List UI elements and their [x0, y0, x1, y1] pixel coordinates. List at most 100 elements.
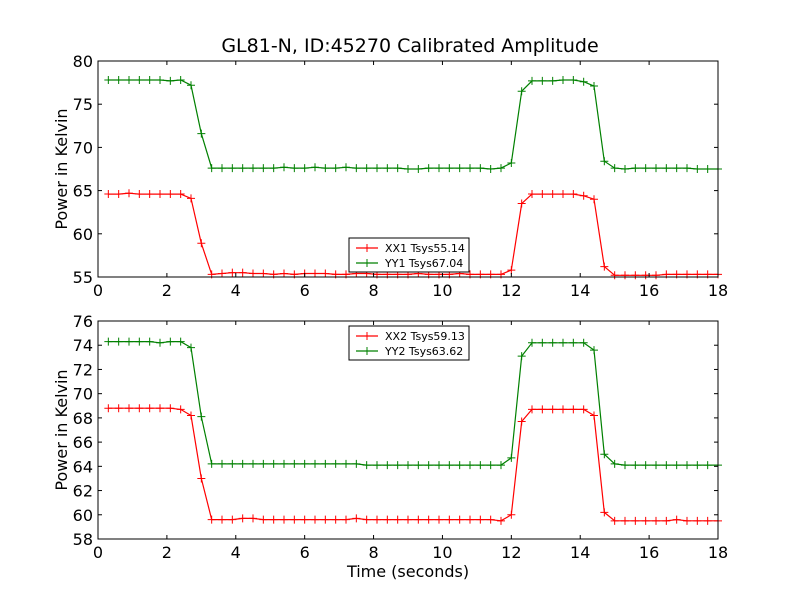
- x-tick-label: 10: [432, 281, 452, 300]
- data-point: [331, 164, 340, 173]
- data-point: [280, 459, 288, 468]
- data-point: [517, 417, 526, 426]
- data-point: [176, 337, 185, 346]
- data-point: [652, 271, 660, 280]
- data-point: [486, 461, 495, 470]
- data-point: [631, 461, 640, 470]
- x-tick-label: 16: [639, 281, 659, 300]
- data-point: [497, 516, 505, 525]
- data-point: [135, 190, 144, 199]
- data-point: [528, 338, 536, 347]
- data-point: [404, 165, 412, 173]
- data-point: [466, 515, 474, 524]
- data-point: [641, 271, 650, 280]
- y-tick-label: 64: [73, 457, 93, 476]
- data-point: [424, 461, 433, 470]
- data-point: [662, 461, 671, 470]
- data-point: [641, 164, 650, 173]
- data-point: [455, 461, 464, 470]
- data-point: [414, 515, 423, 524]
- data-point: [280, 269, 288, 278]
- data-point: [569, 405, 578, 414]
- data-point: [662, 516, 671, 525]
- data-point: [300, 459, 309, 468]
- data-point: [631, 271, 640, 280]
- data-point: [652, 164, 660, 173]
- data-point: [610, 459, 619, 468]
- x-tick-label: 18: [708, 543, 728, 562]
- data-point: [404, 461, 412, 470]
- x-tick-label: 18: [708, 281, 728, 300]
- x-tick-label: 0: [93, 281, 103, 300]
- x-axis-label: Time (seconds): [346, 562, 469, 581]
- data-point: [621, 461, 629, 470]
- data-point: [207, 459, 216, 468]
- data-point: [548, 190, 557, 199]
- y-axis-label: Power in Kelvin: [52, 369, 71, 490]
- data-point: [631, 516, 640, 525]
- data-point: [238, 459, 247, 468]
- data-point: [373, 515, 381, 524]
- x-tick-label: 8: [368, 543, 378, 562]
- data-point: [445, 515, 454, 524]
- data-point: [269, 515, 278, 524]
- data-point: [383, 461, 392, 470]
- data-point: [383, 164, 392, 173]
- data-point: [621, 165, 629, 173]
- data-point: [135, 76, 144, 85]
- y-tick-label: 65: [73, 182, 93, 201]
- data-point: [104, 76, 113, 85]
- data-point: [228, 164, 237, 173]
- data-point: [176, 190, 185, 199]
- data-point: [187, 411, 195, 420]
- data-point: [218, 164, 226, 173]
- data-point: [290, 164, 299, 173]
- data-point: [228, 459, 237, 468]
- data-point: [528, 190, 536, 199]
- data-point: [383, 515, 392, 524]
- data-point: [197, 239, 206, 248]
- data-point: [414, 165, 423, 173]
- legend: XX2 Tsys59.13 YY2 Tsys63.62: [348, 325, 470, 361]
- chart-title: GL81-N, ID:45270 Calibrated Amplitude: [221, 35, 598, 57]
- x-tick-label: 6: [300, 543, 310, 562]
- data-point: [517, 352, 526, 361]
- data-point: [238, 514, 247, 523]
- x-tick-label: 12: [501, 281, 521, 300]
- x-tick-label: 2: [162, 281, 172, 300]
- data-point: [424, 164, 433, 173]
- data-point: [538, 405, 547, 414]
- data-point: [187, 81, 195, 90]
- axes-frame: [97, 60, 719, 278]
- data-point: [517, 199, 526, 208]
- data-point: [600, 450, 609, 459]
- data-point: [528, 405, 536, 414]
- y-tick-label: 66: [73, 433, 93, 452]
- data-point: [321, 459, 330, 468]
- data-point: [166, 337, 175, 346]
- data-point: [207, 164, 216, 173]
- data-point: [569, 76, 578, 85]
- data-point: [693, 165, 702, 173]
- data-point: [569, 190, 578, 199]
- y-tick-label: 74: [73, 336, 93, 355]
- y-tick-label: 68: [73, 409, 93, 428]
- data-point: [538, 76, 547, 85]
- x-tick-label: 12: [501, 543, 521, 562]
- data-point: [321, 515, 330, 524]
- data-point: [259, 269, 268, 278]
- data-point: [507, 158, 516, 167]
- data-point: [600, 262, 609, 271]
- data-point: [486, 515, 495, 524]
- data-point: [683, 516, 691, 525]
- data-point: [176, 76, 185, 85]
- data-point: [497, 461, 505, 470]
- data-point: [476, 164, 485, 173]
- y-tick-label: 70: [73, 385, 93, 404]
- data-point: [104, 404, 113, 413]
- data-point: [486, 165, 495, 173]
- legend-marker: [363, 244, 371, 252]
- data-point: [269, 164, 278, 173]
- data-point: [476, 515, 485, 524]
